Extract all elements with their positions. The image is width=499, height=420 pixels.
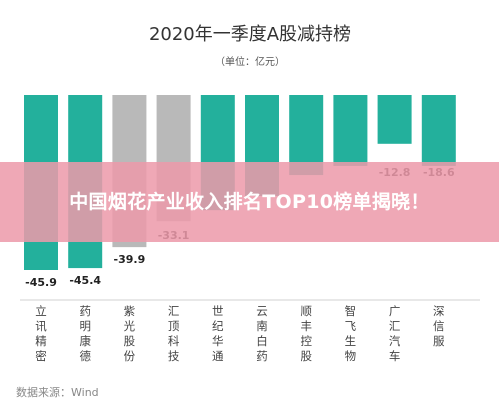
category-label-9-char-4: 车	[389, 349, 401, 363]
category-label-9-char-3: 汽	[389, 334, 401, 348]
category-label-5-char-3: 华	[212, 334, 224, 348]
value-label-2: -45.4	[69, 274, 101, 287]
category-label-9-char-1: 广	[389, 304, 401, 318]
headline-banner: 中国烟花产业收入排名TOP10榜单揭晓！	[0, 162, 499, 242]
category-label-10-char-3: 服	[433, 334, 445, 348]
category-label-3-char-2: 光	[124, 319, 136, 333]
category-label-6-char-2: 南	[256, 319, 268, 333]
category-label-5-char-4: 通	[212, 349, 224, 363]
category-label-7-char-2: 丰	[300, 319, 312, 333]
category-label-5-char-1: 世	[212, 304, 224, 318]
category-label-6-char-4: 药	[256, 349, 268, 363]
category-label-8-char-1: 智	[345, 304, 357, 318]
chart-subtitle: （单位：亿元）	[215, 55, 285, 68]
category-label-1-char-2: 讯	[35, 319, 47, 333]
category-label-6-char-1: 云	[256, 304, 268, 318]
category-label-4-char-3: 科	[168, 334, 180, 348]
category-label-4-char-2: 顶	[168, 319, 180, 333]
bar-8	[333, 95, 368, 166]
category-label-7-char-1: 顺	[300, 304, 312, 318]
category-label-7-char-4: 股	[300, 349, 312, 363]
bar-7	[289, 95, 324, 176]
category-label-8-char-4: 物	[345, 349, 357, 363]
category-label-2-char-3: 康	[79, 334, 91, 348]
category-label-8-char-2: 飞	[345, 319, 357, 333]
headline-text: 中国烟花产业收入排名TOP10榜单揭晓！	[69, 191, 430, 213]
category-label-3-char-3: 股	[124, 334, 136, 348]
value-label-3: -39.9	[114, 253, 146, 266]
category-label-3-char-1: 紫	[124, 304, 136, 318]
category-label-10-char-2: 信	[433, 319, 445, 333]
value-label-1: -45.9	[25, 276, 57, 289]
category-label-2-char-1: 药	[79, 304, 91, 318]
chart-title: 2020年一季度A股减持榜	[149, 24, 351, 45]
category-label-2-char-4: 德	[79, 349, 91, 363]
category-label-8-char-3: 生	[345, 334, 357, 348]
source-note: 数据来源：Wind	[16, 385, 99, 399]
category-label-10-char-1: 深	[433, 304, 445, 318]
category-label-7-char-3: 控	[300, 334, 312, 348]
category-label-9-char-2: 汇	[389, 319, 401, 333]
category-label-3-char-4: 份	[124, 349, 136, 363]
category-label-2-char-2: 明	[79, 319, 91, 333]
category-label-1-char-1: 立	[35, 304, 47, 318]
category-label-1-char-3: 精	[35, 334, 47, 348]
category-label-1-char-4: 密	[35, 349, 47, 363]
category-label-5-char-2: 纪	[212, 319, 224, 333]
category-label-4-char-1: 汇	[168, 304, 180, 318]
category-label-4-char-4: 技	[168, 349, 180, 363]
category-label-6-char-3: 白	[256, 334, 268, 348]
bar-9	[377, 95, 412, 144]
bar-10	[421, 95, 456, 166]
